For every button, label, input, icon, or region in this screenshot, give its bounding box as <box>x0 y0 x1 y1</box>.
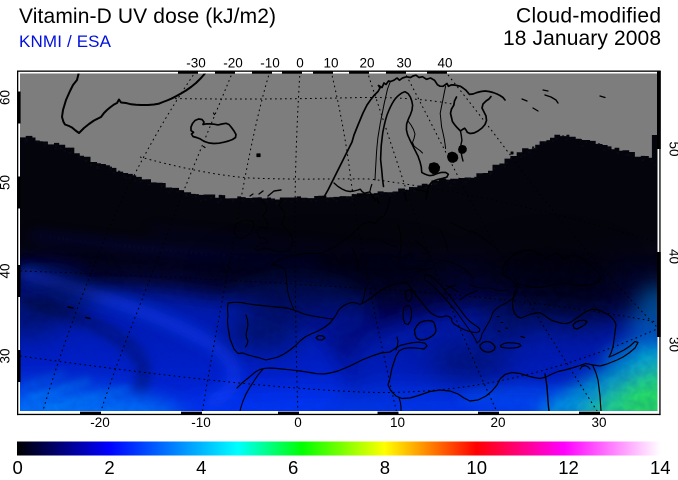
svg-text:20: 20 <box>359 56 374 71</box>
svg-text:10: 10 <box>390 415 405 430</box>
svg-text:50: 50 <box>667 141 678 156</box>
svg-text:Cloud-modified: Cloud-modified <box>516 5 661 28</box>
svg-text:KNMI / ESA: KNMI / ESA <box>19 32 112 51</box>
svg-text:-20: -20 <box>223 56 243 71</box>
svg-text:12: 12 <box>558 457 579 478</box>
svg-text:50: 50 <box>0 175 13 190</box>
svg-text:-30: -30 <box>186 56 206 71</box>
svg-text:10: 10 <box>323 56 338 71</box>
svg-text:30: 30 <box>591 415 606 430</box>
svg-text:2: 2 <box>104 457 114 478</box>
svg-text:40: 40 <box>667 249 678 264</box>
svg-text:30: 30 <box>0 348 13 363</box>
svg-text:0: 0 <box>296 56 304 71</box>
svg-text:0: 0 <box>294 415 302 430</box>
svg-text:0: 0 <box>13 457 23 478</box>
svg-text:4: 4 <box>196 457 206 478</box>
svg-text:30: 30 <box>396 56 411 71</box>
svg-text:40: 40 <box>0 263 13 278</box>
svg-text:14: 14 <box>650 457 671 478</box>
svg-text:-10: -10 <box>260 56 280 71</box>
svg-text:6: 6 <box>288 457 298 478</box>
svg-text:30: 30 <box>667 337 678 352</box>
svg-text:40: 40 <box>437 56 452 71</box>
svg-text:-10: -10 <box>191 415 211 430</box>
svg-text:60: 60 <box>0 90 13 105</box>
svg-text:10: 10 <box>466 457 487 478</box>
svg-text:Vitamin-D UV dose (kJ/m2): Vitamin-D UV dose (kJ/m2) <box>19 5 276 28</box>
svg-text:20: 20 <box>490 415 505 430</box>
svg-text:-20: -20 <box>90 415 110 430</box>
svg-text:8: 8 <box>380 457 390 478</box>
svg-text:18 January 2008: 18 January 2008 <box>503 27 661 50</box>
